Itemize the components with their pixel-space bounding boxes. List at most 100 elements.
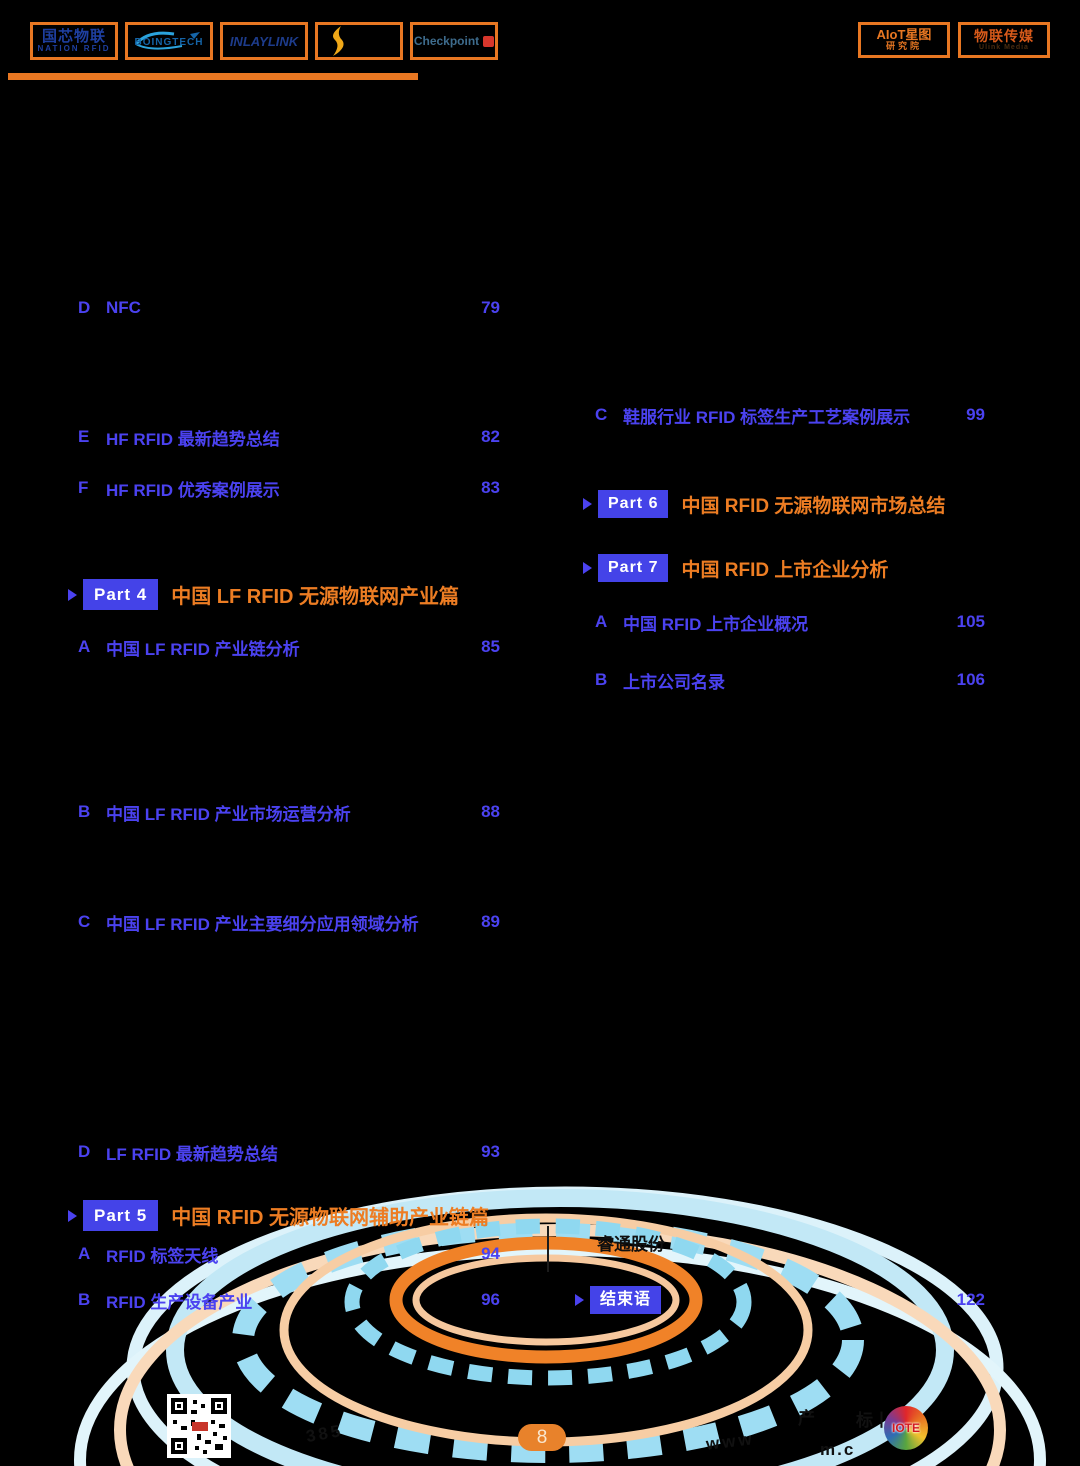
- checkpoint-red-square-icon: [483, 35, 495, 47]
- toc-label: HF RFID 优秀案例展示: [106, 480, 280, 500]
- closing-page: 122: [956, 1290, 985, 1309]
- part5-header[interactable]: Part 5 中国 RFID 无源物联网辅助产业链篇: [68, 1200, 489, 1231]
- toc-label: 鞋服行业 RFID 标签生产工艺案例展示: [623, 407, 911, 427]
- logo-checkpoint-text: Checkpoint: [413, 34, 480, 48]
- toc-row-apparel-cases[interactable]: C 鞋服行业 RFID 标签生产工艺案例展示 99: [595, 403, 985, 427]
- part6-badge: Part 6: [598, 490, 669, 518]
- toc-row-antenna[interactable]: A RFID 标签天线 94: [78, 1242, 500, 1266]
- toc-label: NFC: [106, 298, 141, 317]
- graphic-needle-line: [547, 1226, 549, 1272]
- logo-inlaylink-text: INLAYLINK: [229, 33, 299, 49]
- logo-nation-rfid-en: NATION RFID: [37, 43, 111, 53]
- toc-letter: C: [78, 912, 91, 931]
- toc-row-equipment[interactable]: B RFID 生产设备产业 96: [78, 1288, 500, 1312]
- part6-header[interactable]: Part 6 中国 RFID 无源物联网市场总结: [583, 490, 945, 518]
- toc-label: 中国 RFID 上市企业概况: [623, 614, 809, 634]
- boingtech-swoosh-icon: [134, 31, 200, 50]
- toc-label: HF RFID 最新趋势总结: [106, 429, 280, 449]
- toc-page: 105: [956, 612, 985, 631]
- qr-code: [167, 1394, 231, 1458]
- logo-aiot-star-line1: AIoT星图: [876, 27, 932, 43]
- logo-nation-rfid-cn: 国芯物联: [41, 27, 106, 45]
- footer-fragment-chan: 产: [798, 1409, 815, 1428]
- footer-fragment-385: 385: [304, 1420, 345, 1447]
- toc-label: 中国 LF RFID 产业主要细分应用领域分析: [106, 914, 419, 934]
- toc-page: 85: [481, 637, 500, 656]
- logo-boingtech-text: BOINGTECH: [134, 37, 204, 48]
- part-arrow-icon: [583, 498, 598, 510]
- toc-row-listed-overview[interactable]: A 中国 RFID 上市企业概况 105: [595, 610, 985, 634]
- logo-aiot-star: AIoT星图 研究院: [858, 22, 950, 58]
- toc-page: 106: [956, 670, 985, 689]
- toc-letter: A: [78, 637, 91, 656]
- toc-label: 上市公司名录: [623, 672, 725, 692]
- toc-row-hf-trend[interactable]: E HF RFID 最新趋势总结 82: [78, 425, 500, 449]
- toc-letter: D: [78, 1142, 91, 1161]
- toc-label: RFID 标签天线: [106, 1246, 219, 1266]
- toc-letter: A: [595, 612, 608, 631]
- part-arrow-icon: [68, 1209, 83, 1222]
- part7-title: 中国 RFID 上市企业分析: [681, 559, 889, 581]
- toc-letter: F: [78, 478, 89, 497]
- closing-header[interactable]: 结束语: [575, 1286, 662, 1314]
- toc-letter: A: [78, 1244, 91, 1263]
- toc-row-hf-cases[interactable]: F HF RFID 优秀案例展示 83: [78, 476, 500, 500]
- logo-ulink-media: 物联传媒 Ulink Media: [958, 22, 1050, 58]
- part-arrow-icon: [583, 562, 598, 574]
- toc-letter: B: [595, 670, 608, 689]
- toc-letter: D: [78, 298, 91, 317]
- part7-badge: Part 7: [598, 554, 669, 582]
- part4-title: 中国 LF RFID 无源物联网产业篇: [171, 586, 460, 608]
- qr-pattern-icon: [167, 1394, 231, 1458]
- logo-aiot-star-line2: 研究院: [885, 41, 922, 52]
- logo-nation-rfid: 国芯物联 NATION RFID: [30, 22, 118, 60]
- toc-page: 96: [481, 1290, 500, 1309]
- toc-page: 93: [481, 1142, 500, 1161]
- toc-row-nfc[interactable]: D NFC 79: [78, 296, 500, 320]
- part7-header[interactable]: Part 7 中国 RFID 上市企业分析: [583, 554, 888, 582]
- lightning-bolt-icon: [333, 26, 344, 56]
- toc-row-lf-segments[interactable]: C 中国 LF RFID 产业主要细分应用领域分析 89: [78, 910, 500, 934]
- part4-header[interactable]: Part 4 中国 LF RFID 无源物联网产业篇: [68, 579, 459, 610]
- toc-letter: B: [78, 802, 91, 821]
- logo-boingtech: BOINGTECH: [125, 22, 213, 60]
- part5-title: 中国 RFID 无源物联网辅助产业链篇: [171, 1207, 490, 1229]
- closing-badge: 结束语: [590, 1286, 662, 1314]
- iote-globe-logo: IOTE: [884, 1406, 928, 1450]
- toc-label: 中国 LF RFID 产业链分析: [106, 639, 300, 659]
- toc-page: 79: [481, 298, 500, 317]
- toc-letter: B: [78, 1290, 91, 1309]
- logo-lightning: [315, 22, 403, 60]
- toc-page: 82: [481, 427, 500, 446]
- toc-row-lf-chain[interactable]: A 中国 LF RFID 产业链分析 85: [78, 635, 500, 659]
- footer-fragment-www: www: [704, 1429, 756, 1454]
- toc-row-lf-market[interactable]: B 中国 LF RFID 产业市场运营分析 88: [78, 800, 500, 824]
- graphic-annotation: 睿通股份: [597, 1235, 665, 1254]
- part-arrow-icon: [575, 1294, 590, 1306]
- toc-label: RFID 生产设备产业: [106, 1292, 253, 1312]
- toc-page: 89: [481, 912, 500, 931]
- toc-page: 99: [966, 405, 985, 424]
- toc-page: 88: [481, 802, 500, 821]
- page-number-pill: 8: [518, 1424, 566, 1451]
- page-number: 8: [536, 1426, 548, 1448]
- toc-label: LF RFID 最新趋势总结: [106, 1144, 278, 1164]
- part4-badge: Part 4: [83, 579, 159, 610]
- part5-badge: Part 5: [83, 1200, 159, 1231]
- toc-row-listed-list[interactable]: B 上市公司名录 106: [595, 668, 985, 692]
- logo-ulink-media-en: Ulink Media: [979, 43, 1029, 51]
- header-accent-bar: [8, 73, 418, 80]
- toc-label: 中国 LF RFID 产业市场运营分析: [106, 804, 351, 824]
- toc-letter: C: [595, 405, 608, 424]
- iote-logo-text: IOTE: [891, 1421, 920, 1435]
- logo-checkpoint: Checkpoint: [410, 22, 498, 60]
- toc-page: 83: [481, 478, 500, 497]
- logo-ulink-media-cn: 物联传媒: [974, 27, 1034, 44]
- part6-title: 中国 RFID 无源物联网市场总结: [681, 495, 946, 517]
- toc-row-lf-trend[interactable]: D LF RFID 最新趋势总结 93: [78, 1140, 500, 1164]
- toc-letter: E: [78, 427, 90, 446]
- logo-inlaylink: INLAYLINK: [220, 22, 308, 60]
- footer-fragment-mc: m.c: [820, 1440, 856, 1459]
- toc-page: 94: [481, 1244, 500, 1263]
